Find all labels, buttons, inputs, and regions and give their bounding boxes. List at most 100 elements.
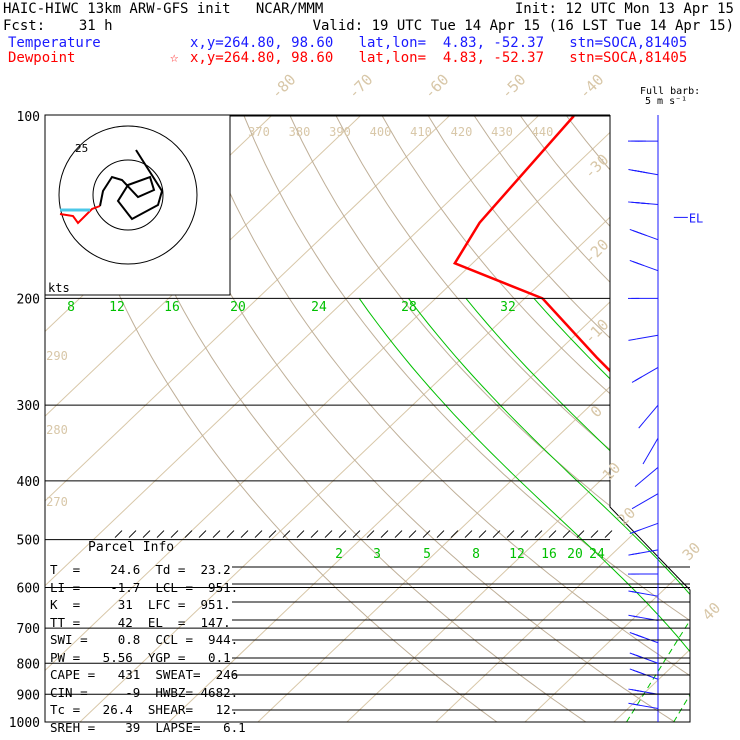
freezing-hatch: [324, 530, 333, 538]
isotherm-line: [422, 115, 690, 722]
dry-adiabat: [243, 115, 690, 722]
isotherm-line: [45, 115, 361, 722]
isotherm-line: [45, 115, 450, 722]
freezing-hatch: [184, 530, 193, 538]
theta-label: 370: [248, 125, 270, 139]
freezing-hatch: [226, 530, 235, 538]
barb-legend-unit: 5 m s⁻¹: [645, 96, 688, 107]
freezing-hatch: [450, 530, 459, 538]
parcel-info-row: TT = 42 EL = 147.: [50, 614, 231, 630]
isotherm-label: 40: [699, 599, 725, 625]
freezing-hatch: [408, 530, 417, 538]
theta-label: 420: [451, 125, 473, 139]
freezing-hatch: [422, 530, 431, 538]
freezing-hatch: [366, 530, 375, 538]
wind-barb-flag: [634, 481, 642, 488]
mixing-ratio-label: 12: [509, 547, 525, 562]
freezing-hatch: [380, 530, 389, 538]
isotherm-label: -40: [576, 71, 608, 103]
parcel-info-table: T = 24.6 Td = 23.2 LI = -1.7 LCL = 951. K …: [50, 561, 246, 740]
dewpoint-station-info: x,y=264.80, 98.60 lat,lon= 4.83, -52.37 …: [190, 50, 688, 66]
parcel-info-row: CAPE = 431 SWEAT= 246: [50, 667, 239, 682]
pressure-label: 200: [17, 292, 40, 307]
freezing-hatch: [464, 530, 473, 538]
parcel-info-row: CIN = -9 HWBZ= 4682.: [50, 684, 239, 700]
parcel-info-row: SREH = 39 LAPSE= 6.1: [50, 719, 246, 735]
pressure-label: 500: [17, 534, 40, 549]
pressure-label: 800: [17, 657, 40, 672]
temperature-legend: Temperature: [8, 35, 101, 51]
moist-adiabat-label: 16: [164, 300, 180, 315]
freezing-hatch: [562, 530, 571, 538]
isotherm-label: 20: [614, 504, 640, 530]
dry-adiabat: [705, 116, 740, 735]
mixing-ratio-label: 5: [423, 547, 431, 562]
theta-label: 440: [532, 125, 554, 139]
freezing-hatch: [128, 530, 137, 538]
hodograph-units: kts: [48, 281, 70, 295]
freezing-hatch: [590, 530, 599, 538]
hodograph-low-trace: [59, 205, 101, 225]
theta-label: 400: [370, 125, 392, 139]
dry-adiabat: [197, 115, 690, 722]
freezing-hatch: [212, 530, 221, 538]
dry-adiabat: [520, 115, 690, 722]
mixing-ratio-label: 3: [373, 547, 381, 562]
mixing-ratio-label: 24: [589, 547, 605, 562]
theta-label: 410: [410, 125, 432, 139]
isotherm-line: [689, 115, 690, 722]
pressure-label: 100: [17, 110, 40, 125]
theta-label: 380: [289, 125, 311, 139]
wind-barb-shaft: [638, 493, 659, 506]
wind-barb-shaft: [640, 466, 659, 482]
freezing-hatch: [548, 530, 557, 538]
wind-barb-flag: [641, 202, 650, 205]
mixing-ratio-label: 20: [567, 547, 583, 562]
hodograph-trace: [99, 149, 164, 221]
wind-barb-flag: [634, 689, 643, 693]
dewpoint-marker-icon: ☆: [170, 50, 179, 66]
parcel-info-row: K = 31 LFC = 951.: [50, 597, 231, 612]
dry-adiabat: [151, 115, 690, 722]
freezing-hatch: [338, 530, 347, 538]
freezing-hatch: [534, 530, 543, 538]
isotherm-label: -50: [498, 71, 530, 103]
moist-adiabat-label: 20: [230, 300, 246, 315]
freezing-hatch: [492, 530, 501, 538]
wind-barb-shaft: [638, 367, 659, 379]
freezing-hatch: [240, 530, 249, 538]
init-time: Init: 12 UTC Mon 13 Apr 15: [514, 1, 734, 17]
isotherm-line: [66, 115, 690, 722]
theta-label: 290: [46, 349, 68, 363]
freezing-hatch: [198, 530, 207, 538]
hodograph-ring-inner: [92, 159, 164, 231]
wind-barb-flag: [638, 232, 647, 237]
wind-barb-shaft: [636, 549, 659, 555]
freezing-hatch: [142, 530, 151, 538]
pressure-label: 300: [17, 399, 40, 414]
wind-barb-flag: [631, 615, 640, 618]
freezing-hatch: [310, 530, 319, 538]
wind-barb-flag: [631, 504, 640, 510]
freezing-hatch: [520, 530, 529, 538]
freezing-hatch: [268, 530, 277, 538]
wind-barb-flag: [642, 456, 648, 465]
dry-adiabat: [658, 115, 690, 722]
freezing-hatch: [114, 530, 123, 538]
pressure-label: 900: [17, 688, 40, 703]
mixing-ratio-label: 2: [335, 547, 343, 562]
hodograph-ring-value: 25: [75, 142, 88, 155]
freezing-hatch: [506, 530, 515, 538]
wind-barb-flag: [628, 338, 637, 341]
isotherm-label: -60: [421, 71, 453, 103]
dewpoint-profile: [452, 115, 690, 717]
parcel-info-row: CELL = 103/10: [50, 736, 246, 740]
theta-label: 390: [329, 125, 351, 139]
hodograph-ring-outer: [58, 125, 198, 265]
isotherm-line: [600, 115, 690, 722]
theta-label: 270: [46, 495, 68, 509]
dry-adiabat: [335, 115, 690, 722]
wind-barb-flag: [632, 529, 641, 533]
theta-label: 430: [491, 125, 513, 139]
